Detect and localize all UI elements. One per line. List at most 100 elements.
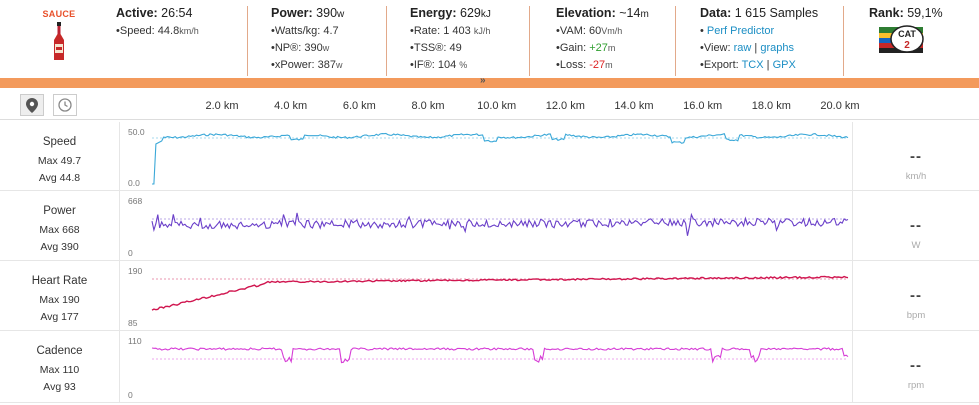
- active-label: Active:: [116, 6, 158, 20]
- series-line: [152, 132, 849, 185]
- rank-summary: Rank: 59,1% CAT 2: [869, 6, 969, 76]
- sauce-bottle-icon: [54, 22, 64, 60]
- map-pin-icon: [26, 98, 38, 113]
- panel-speed: Speed Max 49.7 Avg 44.8 50.0 0.0 -- km/h: [0, 122, 979, 191]
- distance-tick-label: 20.0 km: [820, 100, 860, 112]
- clock-icon: [58, 98, 72, 112]
- power-value: 390: [316, 6, 338, 20]
- series-line: [151, 347, 849, 364]
- elevation-value: ~14: [619, 6, 641, 20]
- panel-title: Speed: [42, 136, 77, 148]
- readout-unit: bpm: [906, 310, 926, 321]
- power-summary: Power: 390w •Watts/kg: 4.7 •NP®: 390w •x…: [271, 6, 387, 76]
- elevation-loss: •Loss: -27m: [556, 59, 613, 71]
- speed-label: Speed:: [119, 25, 155, 37]
- sauce-logo: SAUCE: [34, 9, 84, 62]
- panel-max: Max 110: [39, 364, 80, 376]
- distance-tick-label: 6.0 km: [342, 100, 376, 112]
- panel-max: Max 190: [39, 294, 80, 306]
- energy-value: 629: [460, 6, 481, 20]
- panel-max: Max 668: [39, 224, 80, 236]
- y-axis-min-label: 0: [128, 248, 133, 258]
- readout-value: --: [910, 287, 922, 304]
- xpower: •xPower: 387w: [271, 59, 343, 71]
- tss: •TSS®: 49: [410, 42, 462, 54]
- export-gpx-link[interactable]: GPX: [772, 59, 796, 71]
- readout-unit: km/h: [905, 171, 927, 182]
- distance-tick-label: 14.0 km: [614, 100, 654, 112]
- series-svg: 190 85: [128, 266, 849, 328]
- elevation-gain: •Gain: +27m: [556, 42, 616, 54]
- svg-text:CAT: CAT: [898, 29, 916, 39]
- view-graphs-link[interactable]: graphs: [760, 42, 794, 54]
- panel-cadence: Cadence Max 110 Avg 93 110 0 -- rpm: [0, 331, 979, 403]
- active-value: 26:54: [161, 6, 193, 20]
- series-line: [151, 275, 849, 311]
- panel-readout: -- km/h: [852, 122, 979, 190]
- active-summary: Active: 26:54 •Speed: 44.8km/h: [116, 6, 248, 76]
- panel-info: Heart Rate Max 190 Avg 177: [0, 261, 120, 330]
- time-axis-button[interactable]: [53, 94, 77, 116]
- distance-tick-label: 4.0 km: [274, 100, 308, 112]
- view-raw-link[interactable]: raw: [733, 42, 752, 54]
- readout-value: --: [910, 357, 922, 374]
- intensity-factor: •IF®: 104 %: [410, 59, 468, 71]
- panel-info: Speed Max 49.7 Avg 44.8: [0, 122, 120, 190]
- map-pin-button[interactable]: [20, 94, 44, 116]
- panel-readout: -- bpm: [852, 261, 979, 330]
- panel-avg: Avg 390: [40, 241, 79, 253]
- vam: •VAM: 60Vm/h: [556, 25, 623, 37]
- readout-value: --: [910, 148, 922, 165]
- panel-info: Power Max 668 Avg 390: [0, 191, 120, 260]
- distance-tick-label: 2.0 km: [205, 100, 239, 112]
- distance-tick-label: 12.0 km: [545, 100, 585, 112]
- samples-count: 1 615 Samples: [734, 6, 819, 20]
- panel-chart[interactable]: 50.0 0.0: [120, 122, 852, 190]
- panel-chart[interactable]: 190 85: [120, 261, 852, 330]
- svg-text:2: 2: [904, 40, 910, 51]
- panel-avg: Avg 93: [43, 381, 76, 393]
- series-line: [151, 212, 849, 236]
- distance-tick-label: 8.0 km: [411, 100, 445, 112]
- panel-title: Cadence: [36, 345, 83, 357]
- distance-axis: 2.0 km 4.0 km 6.0 km 8.0 km 10.0 km 12.0 km 14…: [0, 90, 979, 120]
- y-axis-max-label: 110: [128, 336, 142, 346]
- panel-title: Heart Rate: [31, 275, 88, 287]
- readout-value: --: [910, 217, 922, 234]
- y-axis-min-label: 0.0: [128, 178, 140, 188]
- series-svg: 668 0: [128, 196, 849, 258]
- speed-value: 44.8: [157, 25, 180, 37]
- data-summary: Data: 1 615 Samples • Perf Predictor •Vi…: [700, 6, 844, 76]
- y-axis-min-label: 85: [128, 318, 138, 328]
- panel-avg: Avg 44.8: [38, 172, 81, 184]
- panel-title: Power: [43, 205, 76, 217]
- summary-header: SAUCE Active: 26:54 •Speed: 44.8km/h Pow…: [0, 0, 979, 76]
- collapse-bar[interactable]: »: [0, 75, 979, 88]
- panel-chart[interactable]: 110 0: [120, 331, 852, 402]
- watts-per-kg: •Watts/kg: 4.7: [271, 25, 339, 37]
- readout-unit: rpm: [907, 380, 925, 391]
- y-axis-max-label: 190: [128, 266, 142, 276]
- normalized-power: •NP®: 390w: [271, 42, 330, 54]
- chart-toolbar: 2.0 km 4.0 km 6.0 km 8.0 km 10.0 km 12.0 km 14…: [0, 90, 979, 120]
- collapse-chevron-icon[interactable]: »: [480, 75, 486, 86]
- distance-tick-label: 16.0 km: [683, 100, 723, 112]
- perf-predictor-link[interactable]: Perf Predictor: [706, 25, 775, 37]
- panel-readout: -- W: [852, 191, 979, 260]
- distance-tick-label: 18.0 km: [751, 100, 791, 112]
- panel-max: Max 49.7: [37, 155, 82, 167]
- series-svg: 50.0 0.0: [128, 127, 849, 188]
- export-tcx-link[interactable]: TCX: [741, 59, 764, 71]
- energy-rate: •Rate: 1 403 kJ/h: [410, 25, 491, 37]
- brand-label: SAUCE: [42, 9, 76, 19]
- series-svg: 110 0: [128, 336, 849, 400]
- elevation-summary: Elevation: ~14m •VAM: 60Vm/h •Gain: +27m…: [556, 6, 676, 76]
- panel-avg: Avg 177: [40, 311, 79, 323]
- y-axis-max-label: 668: [128, 196, 142, 206]
- panel-chart[interactable]: 668 0: [120, 191, 852, 260]
- panel-power: Power Max 668 Avg 390 668 0 -- W: [0, 191, 979, 261]
- y-axis-min-label: 0: [128, 390, 133, 400]
- distance-tick-label: 10.0 km: [477, 100, 517, 112]
- panel-heart-rate: Heart Rate Max 190 Avg 177 190 85 -- bpm: [0, 261, 979, 331]
- energy-summary: Energy: 629kJ •Rate: 1 403 kJ/h •TSS®: 4…: [410, 6, 530, 76]
